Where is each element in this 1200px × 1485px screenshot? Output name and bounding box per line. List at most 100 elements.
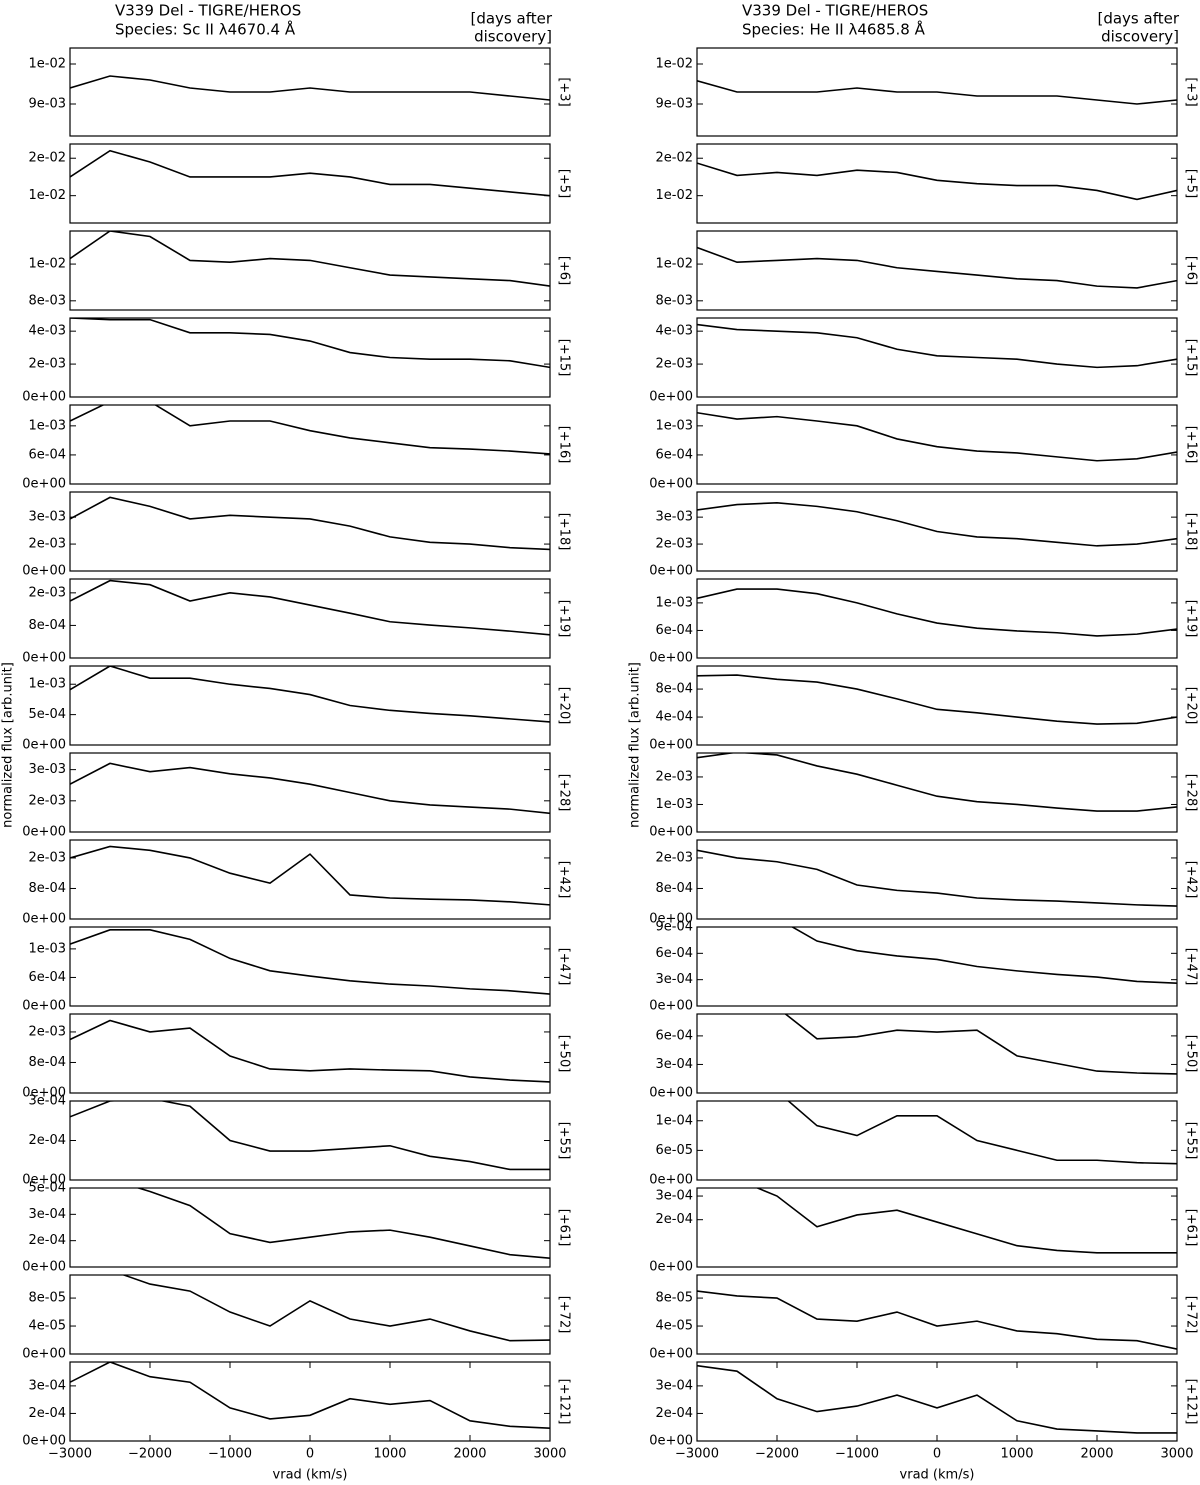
spectrum-line xyxy=(697,501,1177,547)
y-tick-label: 0e+00 xyxy=(649,825,693,840)
panel-frame xyxy=(696,578,1178,659)
y-tick-label: 3e-04 xyxy=(655,1378,693,1393)
panel-frame xyxy=(69,230,551,311)
y-tick-label: 8e-04 xyxy=(655,682,693,697)
panel-frame xyxy=(69,404,551,485)
y-tick-label: 1e-02 xyxy=(28,188,66,203)
y-tick-label: 4e-05 xyxy=(655,1319,693,1334)
spectrum-line xyxy=(697,588,1177,637)
panel-frame xyxy=(696,752,1178,833)
y-tick-label: 0e+00 xyxy=(649,1434,693,1449)
y-tick-label: 3e-03 xyxy=(28,510,66,525)
y-axis-label: normalized flux [arb.unit] xyxy=(628,662,643,828)
panel-label: [+61] xyxy=(1184,1209,1199,1247)
y-tick-label: 2e-03 xyxy=(28,537,66,552)
spectrum-line xyxy=(697,323,1177,369)
panel-frame xyxy=(696,839,1178,920)
x-tick-label: 3000 xyxy=(1160,1447,1193,1462)
column-subtitle: Species: Sc II λ4670.4 Å xyxy=(115,20,296,39)
y-tick-label: 2e-03 xyxy=(655,850,693,865)
x-tick-label: −1000 xyxy=(835,1447,879,1462)
spectrum-line xyxy=(70,231,550,287)
panel-frame xyxy=(696,230,1178,311)
y-tick-label: 2e-04 xyxy=(28,1133,66,1148)
panel-frame xyxy=(69,752,551,833)
panel-frame xyxy=(69,578,551,659)
x-axis-label: vrad (km/s) xyxy=(900,1468,975,1483)
y-tick-label: 0e+00 xyxy=(649,651,693,666)
spectrum-line xyxy=(697,80,1177,105)
panel-label: [+16] xyxy=(1184,426,1199,464)
panel-label: [+6] xyxy=(1184,256,1199,285)
y-tick-label: 2e-02 xyxy=(28,151,66,166)
panel-frame xyxy=(69,317,551,398)
y-tick-label: 4e-04 xyxy=(655,710,693,725)
x-tick-label: −3000 xyxy=(48,1447,92,1462)
y-tick-label: 1e-02 xyxy=(655,57,693,72)
panel-frame xyxy=(696,317,1178,398)
y-tick-label: 2e-03 xyxy=(28,357,66,372)
panel-label: [+3] xyxy=(1184,77,1199,106)
y-tick-label: 0e+00 xyxy=(22,477,66,492)
x-tick-label: −2000 xyxy=(128,1447,172,1462)
panel-frame xyxy=(696,1013,1178,1094)
panel-label: [+19] xyxy=(1184,600,1199,638)
panel-label: [+5] xyxy=(557,169,572,198)
spectrum-line xyxy=(697,753,1177,812)
y-tick-label: 0e+00 xyxy=(22,1086,66,1101)
y-tick-label: 3e-04 xyxy=(28,1207,66,1222)
panel-frame xyxy=(696,404,1178,485)
y-tick-label: 1e-03 xyxy=(28,677,66,692)
y-tick-label: 1e-02 xyxy=(655,188,693,203)
y-tick-label: 3e-04 xyxy=(655,972,693,987)
y-tick-label: 0e+00 xyxy=(649,1086,693,1101)
y-tick-label: 2e-03 xyxy=(28,585,66,600)
panel-frame xyxy=(696,1100,1178,1181)
panel-label: [+50] xyxy=(1184,1035,1199,1073)
y-tick-label: 0e+00 xyxy=(649,738,693,753)
panel-frame xyxy=(69,665,551,746)
y-tick-label: 8e-03 xyxy=(655,293,693,308)
y-tick-label: 2e-04 xyxy=(655,1406,693,1421)
y-tick-label: 0e+00 xyxy=(649,1347,693,1362)
panel-label: [+28] xyxy=(557,774,572,812)
panel-label: [+15] xyxy=(1184,339,1199,377)
column-annotation: [days after xyxy=(1097,10,1179,28)
y-tick-label: 0e+00 xyxy=(649,999,693,1014)
panel-frame xyxy=(69,1274,551,1355)
spectrum-line xyxy=(70,929,550,995)
y-axis-label: normalized flux [arb.unit] xyxy=(1,662,16,828)
panel-frame xyxy=(69,839,551,920)
y-tick-label: 0e+00 xyxy=(22,1173,66,1188)
y-tick-label: 6e-04 xyxy=(655,623,693,638)
spectrum-line xyxy=(697,1364,1177,1434)
y-tick-label: 2e-03 xyxy=(28,793,66,808)
panel-label: [+15] xyxy=(557,339,572,377)
y-tick-label: 4e-05 xyxy=(28,1319,66,1334)
y-tick-label: 8e-04 xyxy=(28,1055,66,1070)
y-tick-label: 8e-04 xyxy=(28,618,66,633)
panel-frame xyxy=(69,491,551,572)
spectrum-line xyxy=(121,1275,550,1342)
x-tick-label: 1000 xyxy=(1000,1447,1033,1462)
y-tick-label: 0e+00 xyxy=(22,390,66,405)
panel-frame xyxy=(69,143,551,224)
spectrum-line xyxy=(70,149,550,197)
y-tick-label: 3e-03 xyxy=(28,762,66,777)
y-tick-label: 9e-03 xyxy=(655,97,693,112)
spectrum-line xyxy=(697,162,1177,201)
panel-label: [+16] xyxy=(557,426,572,464)
y-tick-label: 8e-03 xyxy=(28,293,66,308)
column-title: V339 Del - TIGRE/HEROS xyxy=(115,2,301,20)
panel-frame xyxy=(696,1187,1178,1268)
spectrum-line xyxy=(755,1188,1177,1254)
panel-frame xyxy=(696,1274,1178,1355)
y-tick-label: 0e+00 xyxy=(22,1434,66,1449)
y-tick-label: 2e-03 xyxy=(655,537,693,552)
y-tick-label: 1e-03 xyxy=(655,797,693,812)
y-tick-label: 2e-03 xyxy=(655,769,693,784)
column-annotation: discovery] xyxy=(474,28,552,46)
y-tick-label: 1e-02 xyxy=(655,257,693,272)
spectrum-line xyxy=(70,318,550,369)
y-tick-label: 3e-04 xyxy=(28,1378,66,1393)
